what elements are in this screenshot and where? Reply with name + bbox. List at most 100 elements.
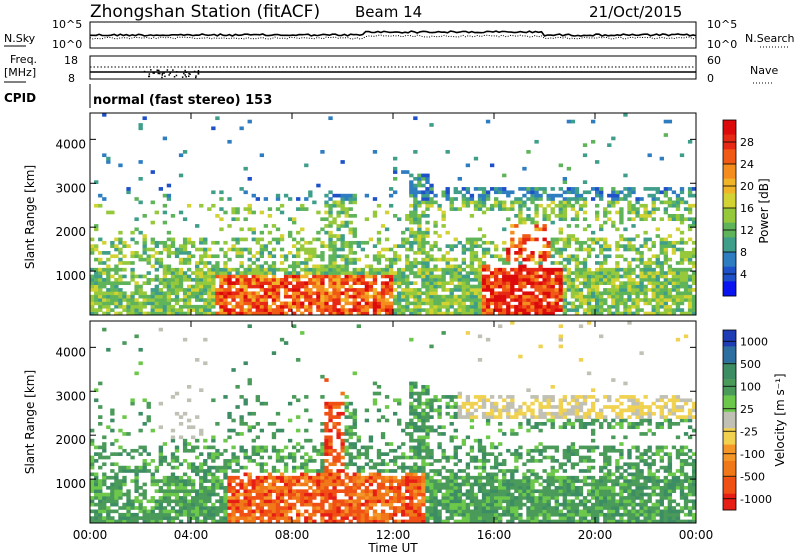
velocity-heatmap (90, 321, 697, 524)
power-cell (304, 197, 309, 201)
velocity-cell (279, 492, 285, 497)
velocity-cell (98, 489, 103, 493)
velocity-cell (352, 411, 357, 416)
power-cell (445, 251, 450, 255)
velocity-cell (384, 462, 390, 467)
power-cell (582, 294, 588, 299)
velocity-cell (332, 519, 337, 524)
power-cell (239, 284, 244, 289)
velocity-cell (130, 506, 135, 510)
power-cell (599, 271, 604, 275)
power-cell (603, 214, 608, 218)
power-cell (663, 240, 669, 245)
power-cell (429, 254, 434, 259)
power-cell (639, 244, 644, 248)
power-cell (570, 277, 576, 282)
nsky-trace (90, 30, 697, 37)
power-cell (215, 291, 220, 296)
power-cell (647, 247, 652, 252)
power-cell (332, 193, 337, 198)
velocity-cell (98, 485, 103, 490)
power-cell (98, 257, 103, 262)
power-cell (433, 240, 438, 245)
velocity-cell (275, 455, 281, 460)
power-cell (574, 197, 580, 201)
power-cell (344, 207, 349, 211)
power-cell (498, 284, 503, 289)
power-cell (114, 288, 119, 292)
power-cell (489, 301, 495, 306)
power-cell (401, 308, 406, 312)
power-cell (368, 237, 374, 242)
velocity-cell (360, 502, 366, 507)
velocity-cell (219, 479, 224, 483)
power-cell (304, 257, 309, 262)
velocity-cell (449, 438, 454, 443)
power-cell (457, 271, 462, 275)
power-cell (586, 224, 592, 228)
velocity-cell (166, 475, 172, 480)
power-cell (425, 176, 430, 181)
power-cell (393, 244, 398, 248)
power-cell (231, 304, 236, 309)
power-cell (271, 224, 277, 228)
power-cell (498, 187, 503, 191)
colorbar-tick-label: 8 (740, 246, 747, 259)
power-cell (534, 210, 539, 215)
power-cell (554, 304, 559, 309)
power-cell (611, 291, 616, 296)
power-cell (425, 234, 430, 238)
velocity-cell (227, 512, 232, 517)
power-cell (619, 207, 624, 211)
velocity-cell (223, 512, 228, 517)
power-cell (639, 298, 644, 302)
power-cell (510, 237, 515, 242)
power-cell (215, 294, 220, 299)
beam-label: Beam 14 (355, 3, 422, 21)
velocity-cell (437, 509, 442, 514)
power-cell (90, 281, 95, 285)
power-cell (449, 298, 454, 302)
velocity-cell (368, 479, 374, 483)
power-cell (627, 271, 632, 275)
velocity-cell (150, 509, 155, 514)
velocity-cell (320, 445, 325, 450)
power-cell (328, 240, 333, 245)
power-cell (425, 251, 430, 255)
power-cell (615, 301, 620, 306)
power-cell (90, 244, 95, 248)
velocity-cell (292, 502, 297, 507)
power-cell (211, 190, 216, 195)
power-cell (255, 277, 260, 282)
power-cell (502, 298, 507, 302)
power-cell (481, 311, 487, 316)
velocity-cell (348, 411, 353, 416)
velocity-cell (421, 435, 426, 440)
velocity-cell (211, 452, 216, 456)
nave-label: Nave (750, 64, 778, 77)
power-cell (643, 301, 648, 306)
power-cell (623, 244, 628, 248)
velocity-cell (191, 425, 196, 430)
power-cell (558, 271, 563, 275)
power-cell (595, 288, 600, 292)
power-cell (324, 291, 329, 296)
velocity-cell (409, 418, 414, 423)
power-cell (336, 301, 341, 306)
freq-dot (176, 71, 178, 73)
velocity-cell (142, 465, 147, 470)
power-cell (247, 298, 252, 302)
power-cell (586, 247, 592, 252)
velocity-cell (320, 459, 325, 463)
power-cell (90, 308, 95, 312)
velocity-cell (449, 469, 454, 473)
velocity-cell (344, 452, 349, 456)
power-cell (619, 214, 624, 218)
velocity-cell (336, 452, 341, 456)
power-cell (615, 197, 620, 201)
velocity-cell (332, 509, 337, 514)
power-cell (663, 308, 669, 312)
power-cell (211, 288, 216, 292)
power-cell (247, 294, 252, 299)
velocity-cell (259, 469, 265, 473)
